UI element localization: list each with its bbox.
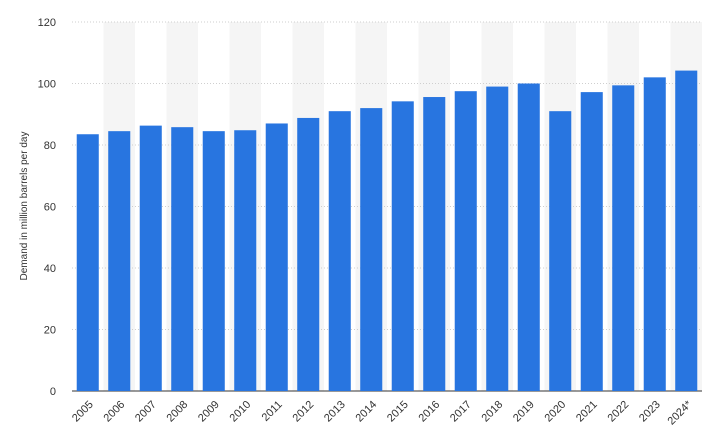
bar-2013[interactable] [328, 111, 351, 392]
x-tick-label: 2012 [291, 399, 317, 425]
y-axis-title: Demand in million barrels per day [19, 132, 30, 281]
x-tick-label: 2006 [102, 399, 128, 425]
x-tick-label: 2017 [448, 399, 474, 425]
y-tick-label: 20 [44, 325, 56, 337]
bar-2009[interactable] [202, 131, 225, 391]
x-tick-label: 2016 [417, 399, 443, 425]
x-tick-label: 2022 [606, 399, 632, 425]
y-tick-label: 40 [44, 263, 56, 275]
bar-2011[interactable] [265, 123, 288, 391]
x-tick-label: 2023 [637, 399, 663, 425]
bar-2016[interactable] [423, 97, 446, 391]
bar-2022[interactable] [612, 85, 635, 391]
x-tick-label: 2019 [511, 399, 537, 425]
y-tick-label: 100 [38, 79, 56, 91]
bar-2024[interactable] [675, 70, 698, 392]
x-tick-label: 2024* [666, 398, 695, 427]
bar-2010[interactable] [234, 130, 257, 392]
bar-2012[interactable] [297, 117, 320, 391]
bar-2014[interactable] [360, 108, 383, 391]
y-tick-label: 0 [50, 386, 56, 398]
bars [76, 70, 698, 392]
x-tick-label: 2021 [574, 399, 600, 425]
bar-2020[interactable] [549, 111, 572, 392]
bar-2018[interactable] [486, 86, 509, 391]
bar-2005[interactable] [76, 134, 99, 392]
x-tick-label: 2020 [543, 399, 569, 425]
bar-2023[interactable] [643, 77, 666, 391]
bar-2017[interactable] [454, 91, 477, 391]
x-axis-ticks: 2005 2006 2007 2008 2009 2010 2011 2012 2013 2014… [70, 398, 695, 427]
y-tick-label: 80 [44, 140, 56, 152]
bar-2019[interactable] [517, 83, 540, 392]
bar-2006[interactable] [108, 131, 131, 391]
bar-2015[interactable] [391, 101, 414, 392]
x-tick-label: 2010 [228, 399, 254, 425]
bar-2008[interactable] [171, 127, 194, 391]
x-tick-label: 2015 [385, 399, 411, 425]
x-tick-label: 2011 [260, 399, 285, 424]
x-tick-label: 2008 [165, 399, 191, 425]
x-tick-label: 2013 [322, 399, 348, 425]
y-axis-ticks: 0 20 40 60 80 100 120 [38, 17, 56, 398]
x-tick-label: 2005 [70, 399, 96, 425]
bar-2007[interactable] [139, 125, 162, 391]
x-tick-label: 2018 [480, 399, 506, 425]
x-tick-label: 2007 [133, 399, 159, 425]
y-tick-label: 120 [38, 17, 56, 29]
x-tick-label: 2009 [196, 399, 222, 425]
y-tick-label: 60 [44, 202, 56, 214]
x-tick-label: 2014 [354, 399, 380, 425]
bar-2021[interactable] [580, 92, 603, 392]
